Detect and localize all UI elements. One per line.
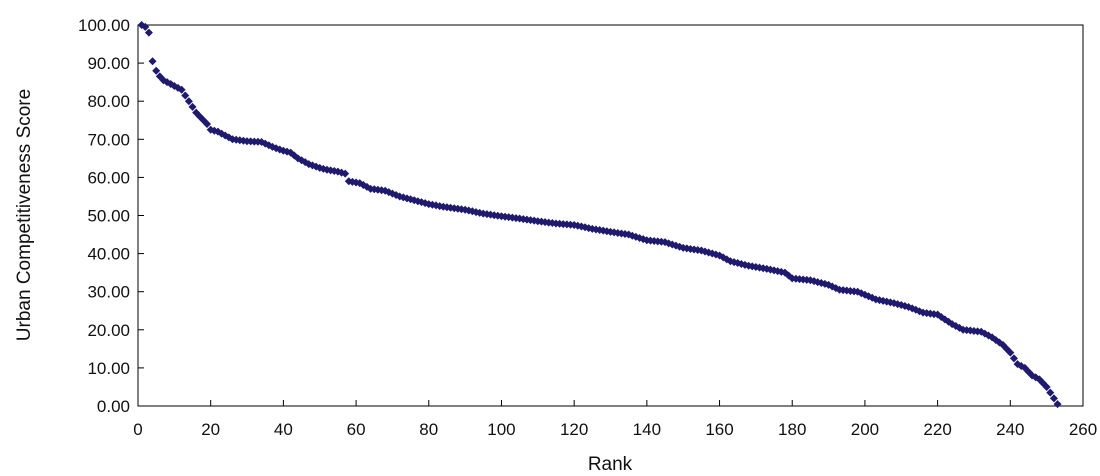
y-tick-label: 90.00 <box>87 54 130 73</box>
data-point <box>141 22 150 31</box>
data-point <box>1042 382 1051 391</box>
data-point <box>184 97 193 106</box>
y-tick-label: 100.00 <box>78 16 130 35</box>
y-tick-label: 60.00 <box>87 168 130 187</box>
y-axis-ticks: 0.00 10.00 20.00 30.00 40.00 50.00 60.00 70.00 8… <box>78 16 144 416</box>
plot-frame <box>137 24 1084 407</box>
y-tick-label: 10.00 <box>87 359 130 378</box>
y-tick-label: 70.00 <box>87 130 130 149</box>
data-point <box>1009 354 1018 363</box>
y-tick-label: 0.00 <box>97 397 130 416</box>
data-point <box>1006 348 1015 357</box>
data-point <box>181 91 190 100</box>
x-tick-label: 240 <box>996 420 1024 439</box>
x-tick-label: 120 <box>560 420 588 439</box>
x-tick-label: 180 <box>778 420 806 439</box>
x-tick-label: 220 <box>923 420 951 439</box>
y-tick-label: 40.00 <box>87 245 130 264</box>
data-point <box>148 57 157 66</box>
y-tick-label: 80.00 <box>87 92 130 111</box>
data-point <box>188 102 197 111</box>
y-tick-label: 20.00 <box>87 321 130 340</box>
data-point <box>177 85 186 94</box>
data-point <box>144 28 153 37</box>
data-point <box>152 66 161 75</box>
y-tick-label: 30.00 <box>87 283 130 302</box>
x-tick-label: 100 <box>487 420 515 439</box>
x-tick-label: 40 <box>274 420 293 439</box>
data-point <box>341 169 350 178</box>
data-point <box>1046 388 1055 397</box>
x-axis-ticks: 0 20 40 60 80 100 120 140 160 180 200 220 240 260 <box>133 400 1097 439</box>
x-tick-label: 80 <box>419 420 438 439</box>
plot-area <box>137 24 1084 407</box>
y-axis-title: Urban Competitiveness Score <box>14 89 35 341</box>
x-tick-label: 160 <box>705 420 733 439</box>
x-tick-label: 20 <box>201 420 220 439</box>
x-tick-label: 0 <box>133 420 142 439</box>
data-point <box>1053 400 1062 409</box>
data-points <box>137 21 1062 409</box>
y-tick-label: 50.00 <box>87 207 130 226</box>
data-point <box>1049 394 1058 403</box>
x-tick-label: 60 <box>347 420 366 439</box>
x-axis-title: Rank <box>588 454 633 475</box>
x-tick-label: 140 <box>633 420 661 439</box>
data-point <box>203 120 212 129</box>
x-tick-label: 260 <box>1069 420 1097 439</box>
x-tick-label: 200 <box>851 420 879 439</box>
